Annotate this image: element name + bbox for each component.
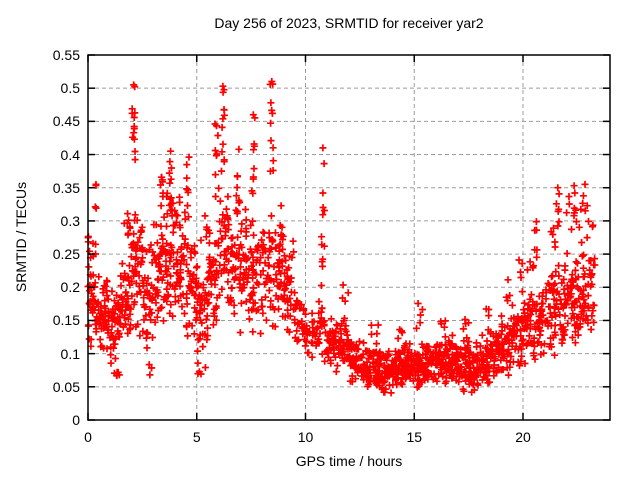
y-tick-label: 0.25 <box>52 246 80 263</box>
y-tick-label: 0.05 <box>52 378 80 395</box>
x-tick-label: 20 <box>515 429 531 445</box>
x-axis-label: GPS time / hours <box>295 453 403 469</box>
scatter-points <box>84 78 599 397</box>
y-tick-label: 0.3 <box>60 212 80 229</box>
x-tick-label: 5 <box>192 429 201 445</box>
plot-border <box>87 54 611 421</box>
y-tick-label: 0.2 <box>60 279 80 296</box>
y-tick-label: 0.35 <box>52 179 80 196</box>
y-tick-label: 0.4 <box>60 146 80 163</box>
y-tick-label: 0.5 <box>60 80 80 97</box>
y-tick-label: 0.45 <box>52 113 80 130</box>
x-tick-label: 10 <box>297 429 314 445</box>
y-tick-label: 0.55 <box>52 47 80 63</box>
x-tick-label: 0 <box>84 429 92 445</box>
y-tick-label: 0.15 <box>52 312 80 329</box>
chart-title: Day 256 of 2023, SRMTID for receiver yar… <box>214 15 484 31</box>
y-tick-label: 0.1 <box>60 345 80 362</box>
x-tick-label: 15 <box>406 429 423 445</box>
y-tick-label: 0 <box>72 412 80 428</box>
